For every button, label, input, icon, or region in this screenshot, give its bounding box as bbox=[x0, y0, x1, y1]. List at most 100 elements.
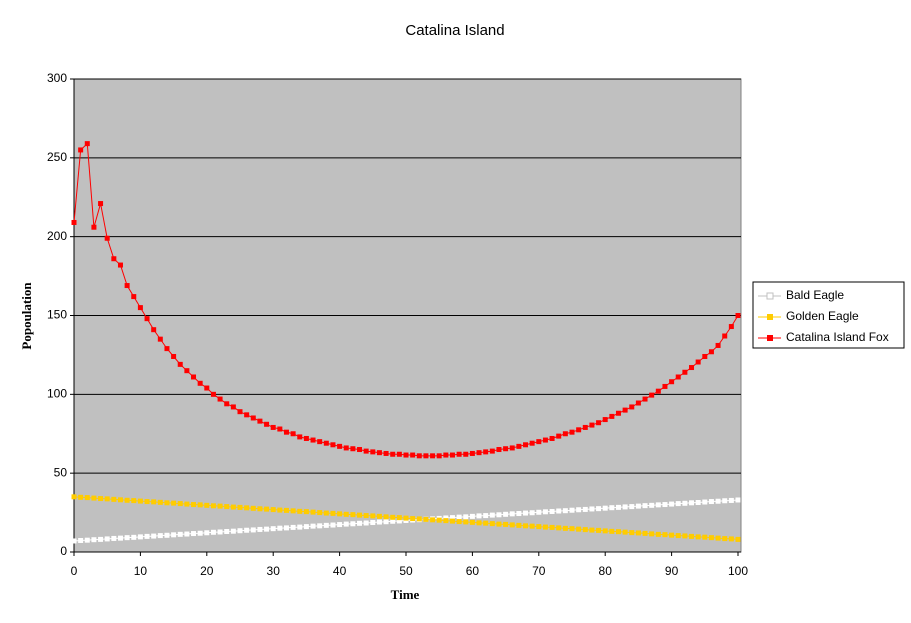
data-point bbox=[662, 532, 668, 538]
data-point bbox=[596, 527, 602, 533]
x-tick-label: 10 bbox=[134, 564, 148, 578]
data-point bbox=[516, 511, 522, 517]
data-point bbox=[503, 521, 509, 527]
legend-label: Bald Eagle bbox=[786, 288, 844, 302]
data-point bbox=[503, 446, 509, 452]
data-point bbox=[390, 451, 396, 457]
data-point bbox=[270, 424, 276, 430]
data-point bbox=[682, 533, 688, 539]
data-point bbox=[98, 201, 104, 207]
data-point bbox=[622, 529, 628, 535]
data-point bbox=[264, 506, 270, 512]
data-point bbox=[257, 506, 263, 512]
data-point bbox=[562, 508, 568, 514]
data-point bbox=[489, 521, 495, 527]
data-point bbox=[210, 391, 216, 397]
data-point bbox=[264, 421, 270, 427]
data-point bbox=[157, 499, 163, 505]
data-point bbox=[735, 313, 741, 318]
data-point bbox=[576, 526, 582, 532]
data-point bbox=[675, 374, 681, 380]
data-point bbox=[728, 497, 734, 503]
data-point bbox=[569, 526, 575, 532]
data-point bbox=[131, 498, 137, 504]
data-point bbox=[642, 530, 648, 536]
data-point bbox=[449, 452, 455, 458]
data-point bbox=[270, 526, 276, 532]
data-point bbox=[210, 529, 216, 535]
data-point bbox=[476, 450, 482, 456]
data-point bbox=[343, 521, 349, 527]
data-point bbox=[469, 450, 475, 456]
data-point bbox=[244, 412, 250, 418]
y-tick-label: 300 bbox=[47, 71, 67, 85]
data-point bbox=[523, 523, 529, 529]
data-point bbox=[257, 526, 263, 532]
data-point bbox=[283, 429, 289, 435]
data-point bbox=[509, 511, 515, 517]
data-point bbox=[469, 513, 475, 519]
data-point bbox=[596, 420, 602, 426]
data-point bbox=[542, 509, 548, 515]
data-point bbox=[78, 537, 84, 543]
data-point bbox=[197, 502, 203, 508]
data-point bbox=[237, 409, 243, 415]
data-point bbox=[456, 451, 462, 457]
data-point bbox=[463, 514, 469, 520]
data-point bbox=[151, 533, 157, 539]
data-point bbox=[124, 497, 130, 503]
data-point bbox=[496, 447, 502, 453]
data-point bbox=[602, 505, 608, 511]
data-point bbox=[350, 512, 356, 518]
data-point bbox=[489, 512, 495, 518]
data-point bbox=[675, 533, 681, 539]
data-point bbox=[277, 426, 283, 432]
data-point bbox=[111, 496, 117, 502]
data-point bbox=[728, 536, 734, 542]
data-point bbox=[204, 530, 210, 536]
data-point bbox=[576, 427, 582, 433]
data-point bbox=[483, 513, 489, 519]
data-point bbox=[297, 524, 303, 530]
data-point bbox=[615, 410, 621, 416]
data-point bbox=[250, 505, 256, 511]
data-point bbox=[270, 507, 276, 513]
data-point bbox=[357, 512, 363, 518]
data-point bbox=[390, 518, 396, 524]
data-point bbox=[523, 510, 529, 516]
data-point bbox=[642, 396, 648, 402]
data-point bbox=[224, 401, 230, 407]
data-point bbox=[456, 514, 462, 520]
data-point bbox=[210, 503, 216, 509]
y-tick-label: 0 bbox=[60, 544, 67, 558]
data-point bbox=[383, 450, 389, 456]
data-point bbox=[117, 535, 123, 541]
data-point bbox=[370, 449, 376, 455]
data-point bbox=[655, 531, 661, 537]
y-tick-label: 250 bbox=[47, 150, 67, 164]
data-point bbox=[410, 452, 416, 458]
data-point bbox=[84, 495, 90, 501]
data-point bbox=[715, 342, 721, 348]
data-point bbox=[516, 522, 522, 528]
data-point bbox=[629, 404, 635, 410]
data-point bbox=[708, 535, 714, 541]
data-point bbox=[456, 519, 462, 525]
data-point bbox=[224, 529, 230, 535]
data-point bbox=[655, 502, 661, 508]
data-point bbox=[323, 522, 329, 528]
data-point bbox=[649, 392, 655, 398]
data-point bbox=[204, 385, 210, 391]
x-tick-label: 100 bbox=[728, 564, 748, 578]
data-point bbox=[164, 346, 170, 352]
data-point bbox=[91, 537, 97, 543]
data-point bbox=[144, 533, 150, 539]
data-point bbox=[715, 535, 721, 541]
data-point bbox=[171, 532, 177, 538]
data-point bbox=[144, 499, 150, 505]
data-point bbox=[562, 431, 568, 437]
data-point bbox=[576, 507, 582, 513]
data-point bbox=[98, 536, 104, 542]
data-point bbox=[184, 368, 190, 374]
data-point bbox=[609, 413, 615, 419]
